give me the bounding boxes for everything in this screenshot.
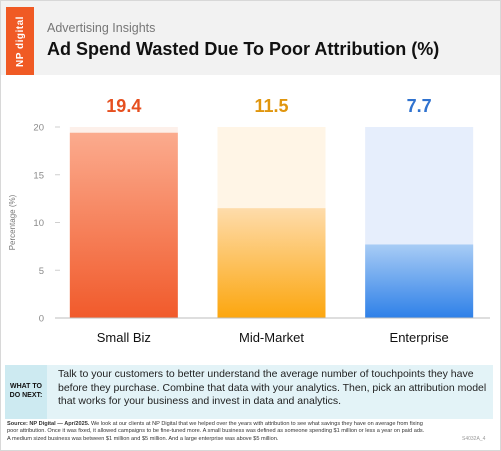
chart-title: Ad Spend Wasted Due To Poor Attribution … [47,39,440,59]
bar-chart: 0 5 10 15 20 Percentage (%) 19.4 Small Biz 11.5 M… [0,80,501,366]
bar [69,132,178,318]
category-label: Enterprise [390,330,449,345]
callout-label: WHAT TO DO NEXT: [5,365,47,419]
category-label: Small Biz [97,330,151,345]
y-tick-label: 10 [33,218,44,229]
np-digital-logo: NP digital [6,7,34,75]
header: NP digital Advertising Insights Ad Spend… [1,1,500,75]
category-label: Mid-Market [239,330,304,345]
bar [365,244,474,318]
header-subtitle: Advertising Insights [47,21,156,35]
y-tick-label: 15 [33,170,44,181]
source-note: Source: NP Digital — Apr/2025. We look a… [7,421,427,443]
graphic-code: S4032A_4 [462,436,486,442]
chart-svg: 0 5 10 15 20 Percentage (%) 19.4 Small Biz 11.5 M… [8,96,490,345]
y-axis-label: Percentage (%) [8,194,17,250]
bar-value-label: 7.7 [407,96,432,116]
callout-text: Talk to your customers to better underst… [58,368,487,407]
bar [217,208,326,318]
logo-text: NP digital [14,15,26,67]
bar-value-label: 19.4 [106,96,141,116]
y-tick-label: 20 [33,123,44,134]
what-to-do-next-callout: WHAT TO DO NEXT: Talk to your customers … [5,365,493,419]
callout-label-text: WHAT TO DO NEXT: [9,383,43,399]
source-label: Source: NP Digital — Apr/2025. [7,421,90,427]
source-text: We look at our clients at NP Digital tha… [7,421,425,442]
y-tick-label: 0 [39,314,44,325]
y-tick-label: 5 [39,266,44,277]
bar-value-label: 11.5 [254,96,288,116]
